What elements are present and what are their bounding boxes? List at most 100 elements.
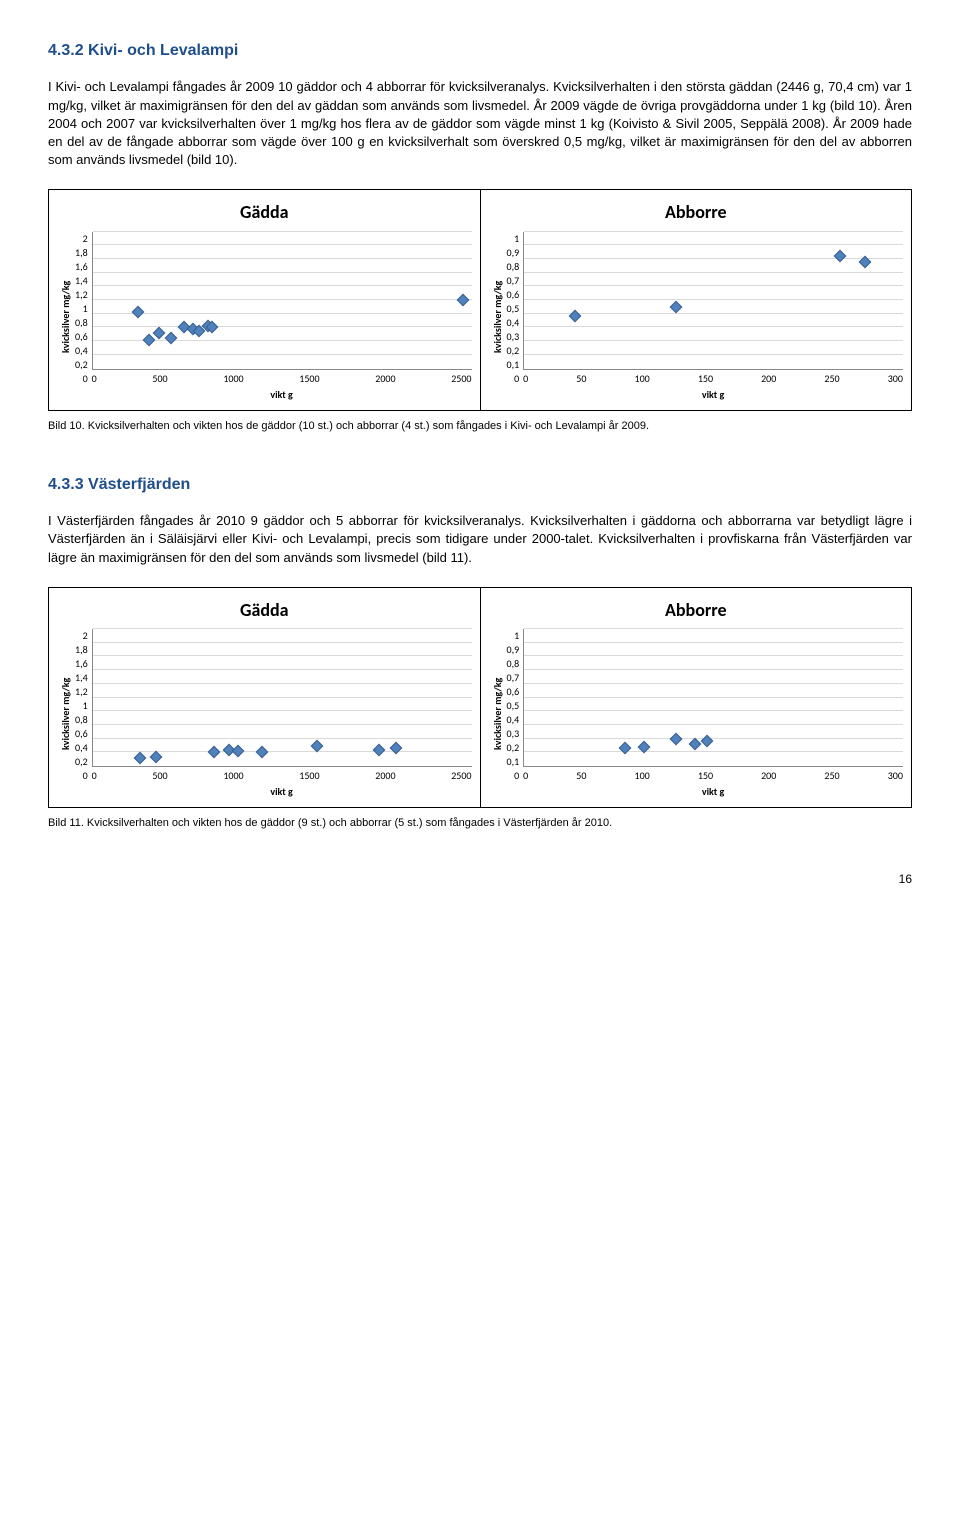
y-ticks: 10,90,80,70,60,50,40,30,20,10 bbox=[507, 232, 524, 372]
tick-label: 0,1 bbox=[507, 358, 520, 372]
grid-line bbox=[93, 751, 472, 752]
grid-line bbox=[524, 697, 903, 698]
tick-label: 2 bbox=[75, 629, 88, 643]
y-ticks: 10,90,80,70,60,50,40,30,20,10 bbox=[507, 629, 524, 769]
tick-label: 0,2 bbox=[75, 755, 88, 769]
data-point bbox=[208, 745, 221, 758]
data-point bbox=[150, 751, 163, 764]
chart-row-bild11: Gädda kvicksilver mg/kg 21,81,61,41,210,… bbox=[48, 587, 912, 808]
tick-label: 300 bbox=[888, 769, 903, 783]
tick-label: 150 bbox=[698, 769, 713, 783]
tick-label: 1,4 bbox=[75, 274, 88, 288]
figure-caption: Bild 11. Kvicksilverhalten och vikten ho… bbox=[48, 816, 912, 831]
grid-line bbox=[93, 244, 472, 245]
tick-label: 0,9 bbox=[507, 643, 520, 657]
chart-title: Abborre bbox=[489, 200, 904, 225]
grid-line bbox=[524, 642, 903, 643]
tick-label: 0,4 bbox=[507, 713, 520, 727]
grid-line bbox=[93, 285, 472, 286]
tick-label: 0,7 bbox=[507, 274, 520, 288]
data-point bbox=[232, 745, 245, 758]
tick-label: 0,2 bbox=[507, 741, 520, 755]
scatter-plot bbox=[92, 232, 472, 370]
data-point bbox=[165, 331, 178, 344]
section-paragraph: I Västerfjärden fångades år 2010 9 gäddo… bbox=[48, 512, 912, 567]
grid-line bbox=[524, 354, 903, 355]
tick-label: 0,6 bbox=[75, 330, 88, 344]
tick-label: 0,8 bbox=[75, 316, 88, 330]
x-axis-label: vikt g bbox=[92, 388, 472, 402]
tick-label: 0,7 bbox=[507, 671, 520, 685]
grid-line bbox=[93, 299, 472, 300]
grid-line bbox=[524, 655, 903, 656]
tick-label: 1 bbox=[75, 699, 88, 713]
grid-line bbox=[524, 231, 903, 232]
grid-line bbox=[524, 313, 903, 314]
chart-panel-abborre: Abborre kvicksilver mg/kg 10,90,80,70,60… bbox=[480, 587, 913, 808]
tick-label: 0,9 bbox=[507, 246, 520, 260]
tick-label: 0,3 bbox=[507, 727, 520, 741]
x-ticks: 050100150200250300 bbox=[523, 767, 903, 783]
tick-label: 1500 bbox=[299, 372, 319, 386]
x-ticks: 050100150200250300 bbox=[523, 370, 903, 386]
tick-label: 0,2 bbox=[507, 344, 520, 358]
tick-label: 0 bbox=[75, 372, 88, 386]
chart-title: Abborre bbox=[489, 598, 904, 623]
grid-line bbox=[524, 669, 903, 670]
tick-label: 2000 bbox=[375, 372, 395, 386]
grid-line bbox=[524, 299, 903, 300]
data-point bbox=[142, 333, 155, 346]
tick-label: 1 bbox=[75, 302, 88, 316]
grid-line bbox=[524, 340, 903, 341]
data-point bbox=[833, 250, 846, 263]
tick-label: 2500 bbox=[451, 372, 471, 386]
grid-line bbox=[93, 628, 472, 629]
tick-label: 0 bbox=[75, 769, 88, 783]
y-axis-label: kvicksilver mg/kg bbox=[489, 232, 507, 402]
data-point bbox=[389, 742, 402, 755]
grid-line bbox=[93, 313, 472, 314]
data-point bbox=[688, 738, 701, 751]
tick-label: 250 bbox=[824, 769, 839, 783]
y-axis-label: kvicksilver mg/kg bbox=[489, 629, 507, 799]
data-point bbox=[373, 743, 386, 756]
tick-label: 0,2 bbox=[75, 358, 88, 372]
tick-label: 1000 bbox=[223, 769, 243, 783]
data-point bbox=[311, 739, 324, 752]
grid-line bbox=[524, 738, 903, 739]
x-axis-label: vikt g bbox=[92, 785, 472, 799]
tick-label: 100 bbox=[635, 372, 650, 386]
grid-line bbox=[93, 710, 472, 711]
tick-label: 1 bbox=[507, 232, 520, 246]
tick-label: 0,6 bbox=[75, 727, 88, 741]
tick-label: 0,8 bbox=[507, 260, 520, 274]
chart-row-bild10: Gädda kvicksilver mg/kg 21,81,61,41,210,… bbox=[48, 189, 912, 410]
grid-line bbox=[93, 669, 472, 670]
section-heading: 4.3.2 Kivi- och Levalampi bbox=[48, 40, 912, 62]
chart-title: Gädda bbox=[57, 598, 472, 623]
data-point bbox=[133, 751, 146, 764]
tick-label: 0 bbox=[92, 769, 97, 783]
tick-label: 0,4 bbox=[75, 344, 88, 358]
data-point bbox=[619, 742, 632, 755]
tick-label: 1,6 bbox=[75, 657, 88, 671]
tick-label: 0,8 bbox=[75, 713, 88, 727]
grid-line bbox=[93, 326, 472, 327]
chart-title: Gädda bbox=[57, 200, 472, 225]
grid-line bbox=[524, 683, 903, 684]
y-ticks: 21,81,61,41,210,80,60,40,20 bbox=[75, 629, 92, 769]
data-point bbox=[457, 294, 470, 307]
data-point bbox=[669, 732, 682, 745]
data-point bbox=[132, 306, 145, 319]
tick-label: 0,3 bbox=[507, 330, 520, 344]
tick-label: 0,4 bbox=[75, 741, 88, 755]
tick-label: 500 bbox=[152, 372, 167, 386]
grid-line bbox=[524, 724, 903, 725]
tick-label: 0 bbox=[523, 769, 528, 783]
tick-label: 1 bbox=[507, 629, 520, 643]
tick-label: 1,4 bbox=[75, 671, 88, 685]
grid-line bbox=[93, 354, 472, 355]
tick-label: 200 bbox=[761, 372, 776, 386]
figure-caption: Bild 10. Kvicksilverhalten och vikten ho… bbox=[48, 419, 912, 434]
tick-label: 0,6 bbox=[507, 685, 520, 699]
